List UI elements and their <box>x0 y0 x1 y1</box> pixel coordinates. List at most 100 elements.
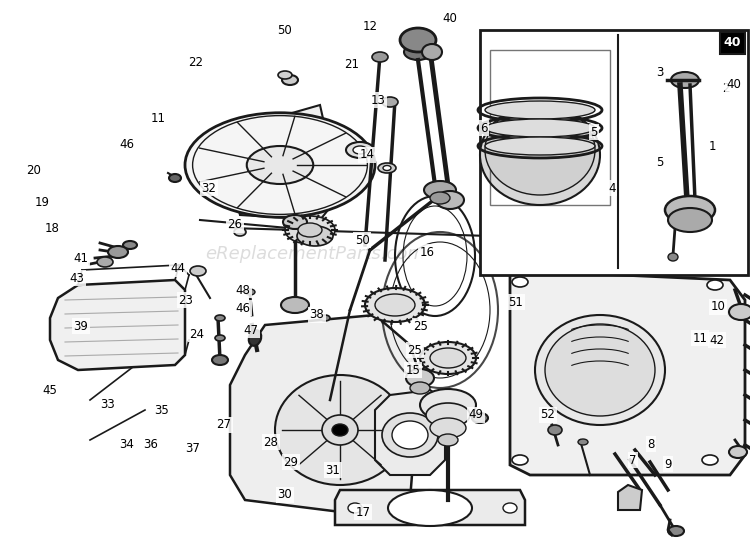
Text: 19: 19 <box>34 195 50 208</box>
Ellipse shape <box>245 289 255 295</box>
Ellipse shape <box>430 418 466 438</box>
Ellipse shape <box>535 315 665 425</box>
Ellipse shape <box>392 421 428 449</box>
Text: eReplacementParts.com: eReplacementParts.com <box>205 245 425 263</box>
Text: 7: 7 <box>629 453 637 466</box>
Ellipse shape <box>283 215 307 229</box>
Ellipse shape <box>668 208 712 232</box>
Text: 18: 18 <box>44 221 59 234</box>
Text: 47: 47 <box>244 324 259 337</box>
Ellipse shape <box>298 223 322 237</box>
Ellipse shape <box>512 455 528 465</box>
Text: 1: 1 <box>708 141 716 154</box>
Text: 38: 38 <box>310 308 324 321</box>
Text: 5: 5 <box>656 155 664 168</box>
Text: 20: 20 <box>26 163 41 176</box>
Ellipse shape <box>123 241 137 249</box>
Polygon shape <box>510 270 745 475</box>
Ellipse shape <box>578 439 588 445</box>
Text: 32: 32 <box>202 181 217 195</box>
Text: 5: 5 <box>590 126 598 138</box>
Ellipse shape <box>729 446 747 458</box>
Ellipse shape <box>169 174 181 182</box>
Text: 33: 33 <box>100 398 116 411</box>
Ellipse shape <box>668 526 684 536</box>
Text: 40: 40 <box>442 12 458 25</box>
Polygon shape <box>230 105 340 220</box>
Text: 31: 31 <box>326 464 340 477</box>
Ellipse shape <box>436 191 464 209</box>
Text: 49: 49 <box>469 408 484 421</box>
Ellipse shape <box>420 342 476 374</box>
Ellipse shape <box>707 280 723 290</box>
Ellipse shape <box>729 304 750 320</box>
Text: 23: 23 <box>178 294 194 307</box>
Ellipse shape <box>485 105 595 195</box>
Ellipse shape <box>426 403 470 427</box>
Text: 46: 46 <box>236 301 250 314</box>
Ellipse shape <box>382 413 438 457</box>
Text: 37: 37 <box>185 441 200 454</box>
Ellipse shape <box>346 142 374 158</box>
Ellipse shape <box>406 369 434 387</box>
Text: 52: 52 <box>541 408 556 421</box>
Ellipse shape <box>383 166 391 170</box>
Text: 48: 48 <box>236 283 250 296</box>
Ellipse shape <box>282 75 298 85</box>
Text: 27: 27 <box>217 419 232 432</box>
Text: 3: 3 <box>656 65 664 78</box>
Text: 10: 10 <box>710 300 725 313</box>
Text: 34: 34 <box>119 439 134 452</box>
Ellipse shape <box>702 455 718 465</box>
Ellipse shape <box>372 52 388 62</box>
Ellipse shape <box>249 330 261 346</box>
Ellipse shape <box>430 192 450 204</box>
Ellipse shape <box>247 146 314 184</box>
Text: 44: 44 <box>170 262 185 275</box>
Ellipse shape <box>322 415 358 445</box>
Ellipse shape <box>545 324 655 416</box>
Text: 28: 28 <box>263 436 278 448</box>
Ellipse shape <box>485 137 595 155</box>
Ellipse shape <box>375 294 415 316</box>
Text: 6: 6 <box>480 122 488 135</box>
Ellipse shape <box>108 246 128 258</box>
Ellipse shape <box>438 434 458 446</box>
Polygon shape <box>618 485 642 510</box>
Ellipse shape <box>671 72 699 88</box>
Text: 12: 12 <box>362 19 377 32</box>
Text: 17: 17 <box>356 505 370 518</box>
Polygon shape <box>335 490 525 525</box>
Ellipse shape <box>665 196 715 224</box>
Ellipse shape <box>190 266 206 276</box>
Text: 50: 50 <box>355 234 369 247</box>
Text: 15: 15 <box>406 364 421 377</box>
Ellipse shape <box>215 315 225 321</box>
Bar <box>720 32 745 54</box>
Ellipse shape <box>430 348 466 368</box>
Ellipse shape <box>297 226 333 246</box>
Ellipse shape <box>320 315 330 321</box>
Text: 9: 9 <box>664 458 672 471</box>
Text: 50: 50 <box>277 23 291 36</box>
Text: 30: 30 <box>278 489 292 502</box>
Ellipse shape <box>512 277 528 287</box>
Text: 35: 35 <box>154 404 170 417</box>
Ellipse shape <box>278 71 292 79</box>
Ellipse shape <box>275 375 405 485</box>
Text: 40: 40 <box>723 36 741 49</box>
Text: 40: 40 <box>727 77 742 90</box>
Ellipse shape <box>388 490 472 526</box>
Ellipse shape <box>422 44 442 60</box>
Ellipse shape <box>353 146 367 154</box>
Text: 21: 21 <box>344 58 359 71</box>
Polygon shape <box>375 390 445 475</box>
Ellipse shape <box>97 257 113 267</box>
Ellipse shape <box>365 288 425 322</box>
Ellipse shape <box>378 163 396 173</box>
Ellipse shape <box>503 503 517 513</box>
Ellipse shape <box>215 335 225 341</box>
Ellipse shape <box>472 413 488 423</box>
Text: 39: 39 <box>74 320 88 333</box>
Text: 36: 36 <box>143 439 158 452</box>
